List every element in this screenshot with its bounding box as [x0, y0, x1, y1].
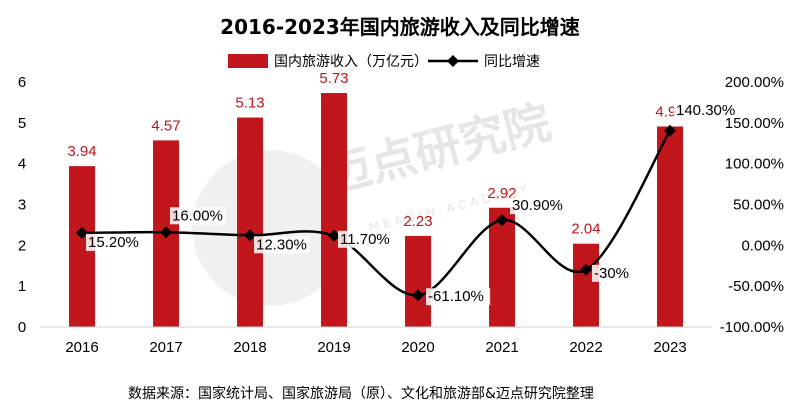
growth-label-bg-2019 — [338, 230, 394, 248]
growth-label-bg-2022 — [592, 264, 631, 282]
y-left-tick-1: 1 — [18, 278, 26, 295]
bar-2023 — [657, 126, 683, 327]
growth-point-2016 — [76, 226, 88, 239]
x-tick-2016: 2016 — [65, 339, 98, 356]
y-right-tick-150.00%: 150.00% — [725, 115, 784, 132]
growth-label-bg-2016 — [86, 233, 142, 251]
growth-line — [76, 124, 676, 302]
bar-label-2018: 5.13 — [235, 95, 264, 112]
y-right-tick-50.00%: 50.00% — [733, 197, 784, 214]
y-axis-left-ticks: 0 1 2 3 4 5 6 — [18, 74, 26, 336]
bar-label-2022: 2.04 — [571, 221, 600, 238]
bar-2022 — [573, 243, 599, 327]
watermark-logo — [192, 150, 348, 306]
x-tick-2020: 2020 — [401, 339, 434, 356]
growth-label-2021: 30.90% — [512, 197, 563, 214]
y-left-tick-2: 2 — [18, 237, 26, 254]
legend-label-bar: 国内旅游收入（万亿元） — [274, 54, 428, 70]
growth-label-2022: -30% — [594, 265, 629, 282]
y-right-tick--50.00%: -50.00% — [728, 278, 784, 295]
bar-label-2016: 3.94 — [67, 143, 96, 160]
growth-label-2017: 16.00% — [172, 207, 223, 224]
x-tick-2018: 2018 — [233, 339, 266, 356]
y-left-tick-0: 0 — [18, 319, 26, 336]
y-right-tick-0.00%: 0.00% — [741, 237, 784, 254]
x-tick-2022: 2022 — [569, 339, 602, 356]
growth-label-2018: 12.30% — [256, 236, 307, 253]
source-note: 数据来源：国家统计局、国家旅游局（原）、文化和旅游部&迈点研究院整理 — [128, 385, 594, 402]
x-tick-2023: 2023 — [653, 339, 686, 356]
x-tick-2021: 2021 — [485, 339, 518, 356]
x-axis-ticks: 2016 2017 2018 2019 2020 2021 2022 2023 — [65, 339, 686, 356]
growth-label-2016: 15.20% — [88, 234, 139, 251]
bar-label-2019: 5.73 — [319, 70, 348, 87]
y-left-tick-5: 5 — [18, 115, 26, 132]
legend: 国内旅游收入（万亿元） 同比增速 — [228, 54, 540, 70]
growth-label-bg-2020 — [426, 288, 491, 306]
growth-point-2021 — [496, 214, 508, 227]
y-right-tick-100.00%: 100.00% — [725, 156, 784, 173]
bar-label-2017: 4.57 — [151, 117, 180, 134]
y-axis-right-ticks: -100.00% -50.00% 0.00% 50.00% 100.00% 150.00%… — [720, 74, 784, 336]
y-right-tick-200.00%: 200.00% — [725, 74, 784, 91]
growth-point-2022 — [580, 263, 592, 276]
legend-marker-line — [447, 55, 459, 67]
growth-label-bg-2021 — [510, 197, 566, 215]
growth-labels: 15.20% 16.00% 12.30% 11.70% -61.10% 30.90% -30… — [86, 101, 739, 306]
bar-2019 — [321, 93, 347, 328]
growth-label-2020: -61.10% — [428, 288, 484, 305]
growth-point-2018 — [244, 229, 256, 242]
growth-label-2019: 11.70% — [340, 231, 390, 248]
growth-label-2023: 140.30% — [676, 102, 735, 119]
growth-point-2017 — [160, 226, 172, 239]
growth-point-2023 — [664, 124, 676, 137]
y-right-tick--100.00%: -100.00% — [720, 319, 784, 336]
growth-point-2019 — [328, 229, 340, 242]
x-tick-2017: 2017 — [149, 339, 182, 356]
legend-swatch-bar — [228, 54, 268, 68]
bar-2020 — [405, 235, 431, 327]
bar-2018 — [237, 117, 263, 328]
growth-point-2020 — [412, 289, 424, 302]
x-tick-2019: 2019 — [317, 339, 350, 356]
legend-label-line: 同比增速 — [484, 54, 540, 70]
y-left-tick-3: 3 — [18, 197, 26, 214]
y-left-tick-6: 6 — [18, 74, 26, 91]
growth-label-bg-2023 — [674, 101, 739, 119]
chart-title: 2016-2023年国内旅游收入及同比增速 — [220, 15, 580, 39]
growth-label-bg-2017 — [170, 207, 226, 225]
bar-label-2020: 2.23 — [403, 213, 432, 230]
y-left-tick-4: 4 — [18, 156, 26, 173]
bar-2021 — [489, 207, 515, 327]
bar-label-2021: 2.92 — [487, 185, 516, 202]
growth-label-bg-2018 — [254, 236, 310, 254]
